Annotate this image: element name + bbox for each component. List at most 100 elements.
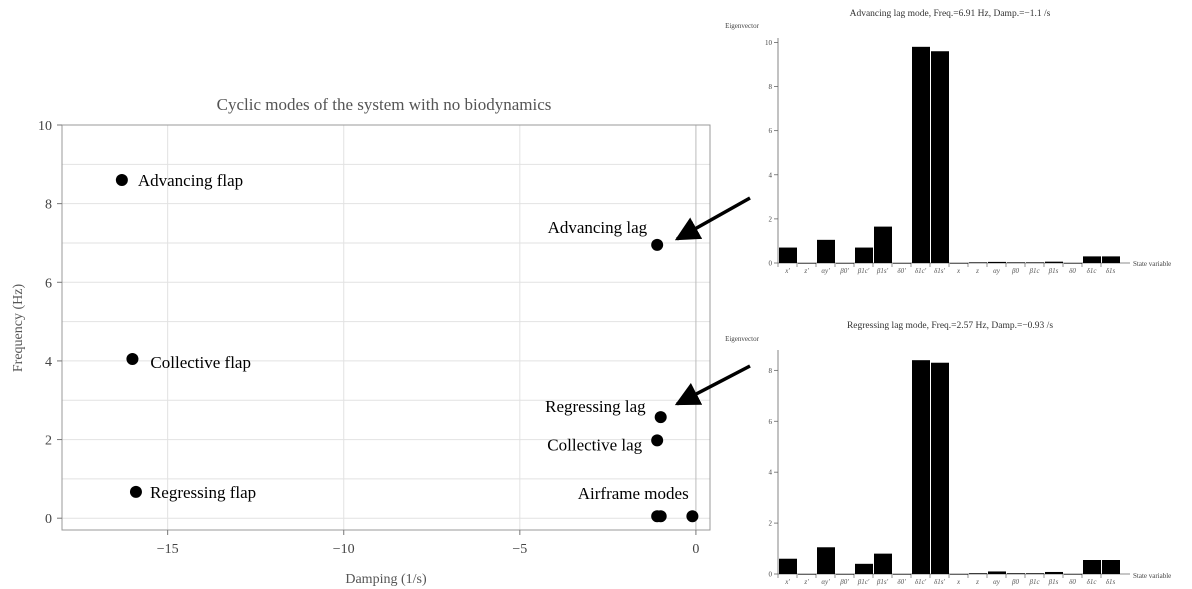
scatter-y-axis-label: Frequency (Hz) [11,284,26,373]
bar [950,263,968,264]
y-tick-label: 4 [45,355,52,370]
bar [893,574,911,575]
bar [931,51,949,264]
bar-top-x-label: State variable [1133,260,1171,268]
arrow-regressing-lag [674,364,751,406]
data-point [651,434,664,447]
bar [779,558,797,574]
x-tick-label: −15 [157,542,179,557]
bar [1045,571,1063,574]
bar-category-label: β0' [839,267,849,275]
y-tick-label: 8 [45,198,52,213]
bar-category-label: αy' [821,578,830,586]
bar [1064,574,1082,575]
annotation-label: Collective flap [150,353,251,372]
bar-category-label: β1s [1048,267,1059,275]
bar [1083,560,1101,574]
data-point [654,411,667,424]
bar [912,46,930,263]
annotation-label: Airframe modes [578,484,689,503]
bar-category-label: δ1c' [915,267,927,275]
bar-category-label: β1c' [857,267,870,275]
bar-category-label: δ0 [1069,267,1076,275]
scatter-title: Cyclic modes of the system with no biody… [217,95,552,114]
y-tick-label: 6 [45,276,52,291]
bar [969,262,987,263]
arrow-advancing-lag [674,196,751,241]
bar-category-label: δ0' [897,267,906,275]
bar-category-label: x [956,578,961,586]
annotation-label: Collective lag [547,435,642,454]
bar [817,547,835,574]
advancing-lag-bar-chart: Advancing lag mode, Freq.=6.91 Hz, Damp.… [725,9,1171,275]
bar-y-tick-label: 10 [765,39,773,47]
bar-bottom-ticks: 0 2 4 6 8 [769,350,1130,579]
x-tick-label: 0 [692,542,699,557]
annotation-label: Regressing flap [150,483,256,502]
bar-y-tick-label: 6 [769,418,773,426]
bar-category-label: x' [784,578,790,586]
bar-category-label: αy' [821,267,830,275]
bar-bottom-title: Regressing lag mode, Freq.=2.57 Hz, Damp… [847,321,1053,331]
bar [855,247,873,263]
bar [1102,256,1120,263]
annotation-label: Regressing lag [545,397,646,416]
bar-category-label: δ1c [1087,578,1098,586]
bar [798,263,816,264]
bar-y-tick-label: 0 [769,260,773,268]
bar [779,247,797,263]
bar-y-tick-label: 2 [769,520,773,528]
annotation-label: Advancing lag [548,218,648,237]
bar-top-bars [779,46,1120,264]
bar [1007,262,1025,263]
bar [1083,256,1101,263]
bar-bottom-bars [779,360,1120,575]
scatter-points [115,174,699,523]
bar-top-title: Advancing lag mode, Freq.=6.91 Hz, Damp.… [850,9,1051,19]
regressing-lag-bar-chart: Regressing lag mode, Freq.=2.57 Hz, Damp… [725,321,1171,586]
bar [836,574,854,575]
bar [874,553,892,574]
bar-bottom-y-label: Eigenvector [725,335,759,343]
annotation-label: Advancing flap [138,171,243,190]
bar-category-label: αy [993,578,1001,586]
y-tick-label: 2 [45,434,52,449]
bar-y-tick-label: 8 [769,367,773,375]
bar-y-tick-label: 6 [769,127,773,135]
bar-category-label: δ1c' [915,578,927,586]
bar-category-label: αy [993,267,1001,275]
bar [1064,263,1082,264]
bar-y-tick-label: 2 [769,215,773,223]
bar-category-label: z' [803,578,809,586]
bar-category-label: x' [784,267,790,275]
data-point [126,352,139,365]
bar-top-y-label: Eigenvector [725,22,759,30]
bar [798,574,816,575]
bar-category-label: x [956,267,961,275]
bar-category-label: δ1s' [934,578,945,586]
bar-category-label: z [975,578,979,586]
bar [912,360,930,574]
bar [988,261,1006,263]
bar [1045,261,1063,263]
bar-category-label: z [975,267,979,275]
bar-bottom-categories: x' z' αy' β0' β1c' β1s' δ0' δ1c' δ1s' x z αy β0 β1c β1… [784,578,1115,586]
bar [931,362,949,574]
bar [874,226,892,263]
data-point [654,510,667,523]
scatter-plot: Cyclic modes of the system with no biody… [11,95,711,587]
bar-y-tick-label: 4 [769,469,773,477]
bar-category-label: β0 [1011,267,1019,275]
bar-category-label: β1c [1028,267,1040,275]
x-tick-label: −5 [512,542,527,557]
bar-y-tick-label: 8 [769,83,773,91]
bar [1102,560,1120,574]
bar-category-label: δ1s' [934,267,945,275]
bar-category-label: δ0' [897,578,906,586]
bar-category-label: δ1s [1106,267,1116,275]
bar-category-label: β1s' [876,267,889,275]
bar [988,571,1006,574]
data-point [129,485,142,498]
data-point [115,174,128,187]
data-point [651,238,664,251]
